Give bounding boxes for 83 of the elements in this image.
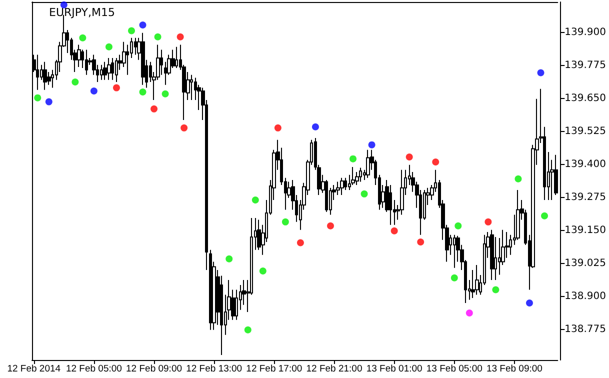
candlestick	[490, 229, 494, 281]
candlestick	[235, 289, 238, 320]
point	[226, 255, 233, 262]
y-tick-label: 139.525	[564, 126, 606, 138]
candlestick	[111, 57, 114, 80]
point	[150, 105, 158, 112]
point	[492, 286, 500, 294]
point	[105, 43, 112, 50]
y-tick-label: 139.775	[564, 60, 606, 72]
point	[274, 124, 282, 132]
point	[34, 94, 42, 102]
candlestick	[36, 54, 39, 90]
point	[368, 141, 376, 148]
point	[60, 1, 68, 8]
point	[252, 196, 259, 204]
point	[514, 175, 522, 182]
candlestick	[190, 74, 193, 100]
candlestick	[100, 64, 103, 80]
candlestick	[325, 179, 328, 212]
x-tick-label: 12 Feb 17:00	[246, 364, 302, 374]
candlestick	[209, 249, 212, 330]
point	[450, 274, 458, 282]
point	[72, 78, 79, 86]
point	[537, 69, 544, 76]
point	[180, 124, 188, 132]
point	[154, 33, 162, 40]
x-tick-label: 12 Feb 09:00	[126, 364, 182, 374]
point	[90, 87, 98, 94]
point	[484, 218, 492, 226]
point	[526, 299, 533, 306]
point	[296, 239, 304, 246]
x-tick-label: 12 Feb 05:00	[66, 364, 122, 374]
candlestick	[43, 61, 47, 90]
point	[350, 155, 357, 162]
candlestick	[366, 149, 370, 178]
candlestick	[103, 61, 107, 80]
point	[454, 222, 462, 230]
x-tick-label: 13 Feb 05:00	[426, 364, 482, 374]
point	[327, 222, 334, 230]
point	[282, 218, 289, 226]
x-tick-label: 13 Feb 09:00	[486, 364, 542, 374]
x-tick-label: 12 Feb 2014	[7, 364, 61, 374]
point	[541, 212, 548, 220]
y-tick-label: 139.275	[564, 192, 606, 204]
chart-title: EURJPY,M15	[49, 6, 115, 19]
point	[390, 227, 398, 234]
candlestick	[453, 234, 456, 268]
x-tick-label: 12 Feb 21:00	[306, 364, 362, 374]
point	[139, 88, 146, 96]
point	[432, 158, 440, 166]
point	[162, 90, 169, 98]
y-tick-label: 139.150	[564, 225, 606, 236]
point	[312, 123, 319, 130]
candlestick	[175, 46, 178, 69]
point	[417, 238, 424, 246]
candlestick	[107, 57, 111, 80]
y-tick-label: 139.400	[564, 159, 606, 170]
candlestick	[475, 264, 479, 296]
y-tick-label: 138.775	[564, 324, 606, 336]
point	[244, 326, 252, 334]
candlestick	[141, 32, 145, 86]
candlestick	[359, 167, 362, 182]
point	[176, 33, 184, 40]
x-tick-label: 13 Feb 01:00	[366, 364, 422, 374]
point	[360, 190, 368, 198]
point	[466, 310, 473, 317]
y-tick-label: 139.650	[564, 93, 606, 104]
candlestick	[340, 177, 344, 196]
point	[406, 153, 413, 160]
point	[79, 34, 86, 42]
x-tick-label: 12 Feb 13:00	[186, 364, 242, 374]
point	[259, 268, 266, 275]
point	[139, 21, 146, 28]
candlestick	[471, 269, 475, 298]
point	[112, 84, 120, 92]
y-tick-label: 139.025	[564, 258, 606, 270]
candlestick	[85, 49, 88, 76]
candlestick	[115, 57, 118, 82]
y-tick-label: 138.900	[564, 291, 606, 302]
point	[128, 27, 135, 34]
y-tick-label: 139.900	[564, 27, 606, 38]
candlestick	[389, 184, 392, 226]
point	[45, 98, 52, 106]
